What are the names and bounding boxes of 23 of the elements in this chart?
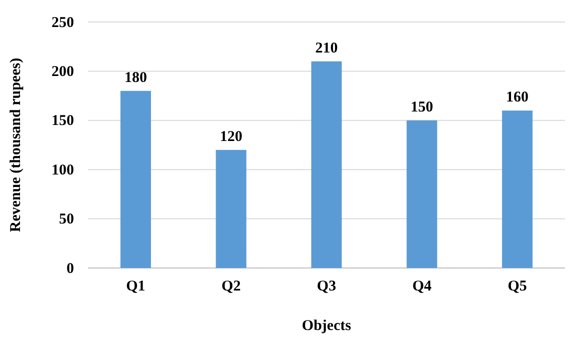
data-label: 160 bbox=[506, 90, 529, 106]
x-tick-label: Q5 bbox=[508, 278, 527, 295]
y-tick-label: 150 bbox=[52, 113, 74, 130]
data-label: 150 bbox=[410, 99, 434, 116]
data-label: 120 bbox=[220, 128, 242, 145]
y-tick-label: 200 bbox=[52, 64, 74, 80]
x-tick-label: Q1 bbox=[126, 278, 146, 295]
bar bbox=[216, 150, 246, 268]
x-tick-label: Q4 bbox=[412, 278, 432, 295]
y-tick-label: 250 bbox=[52, 14, 74, 31]
bar bbox=[406, 120, 438, 268]
y-tick-label: 100 bbox=[52, 162, 74, 178]
bar bbox=[311, 61, 342, 268]
bar bbox=[120, 90, 151, 268]
data-label: 210 bbox=[315, 40, 338, 56]
y-tick-label: 50 bbox=[59, 212, 74, 228]
x-tick-label: Q3 bbox=[316, 278, 336, 295]
y-tick-label: 0 bbox=[66, 260, 74, 277]
data-label: 180 bbox=[124, 70, 147, 86]
x-axis-title: Objects bbox=[302, 318, 352, 334]
y-axis-title: Revenue (thousand rupees) bbox=[8, 58, 24, 232]
bar bbox=[502, 110, 533, 268]
x-tick-label: Q2 bbox=[222, 278, 241, 295]
